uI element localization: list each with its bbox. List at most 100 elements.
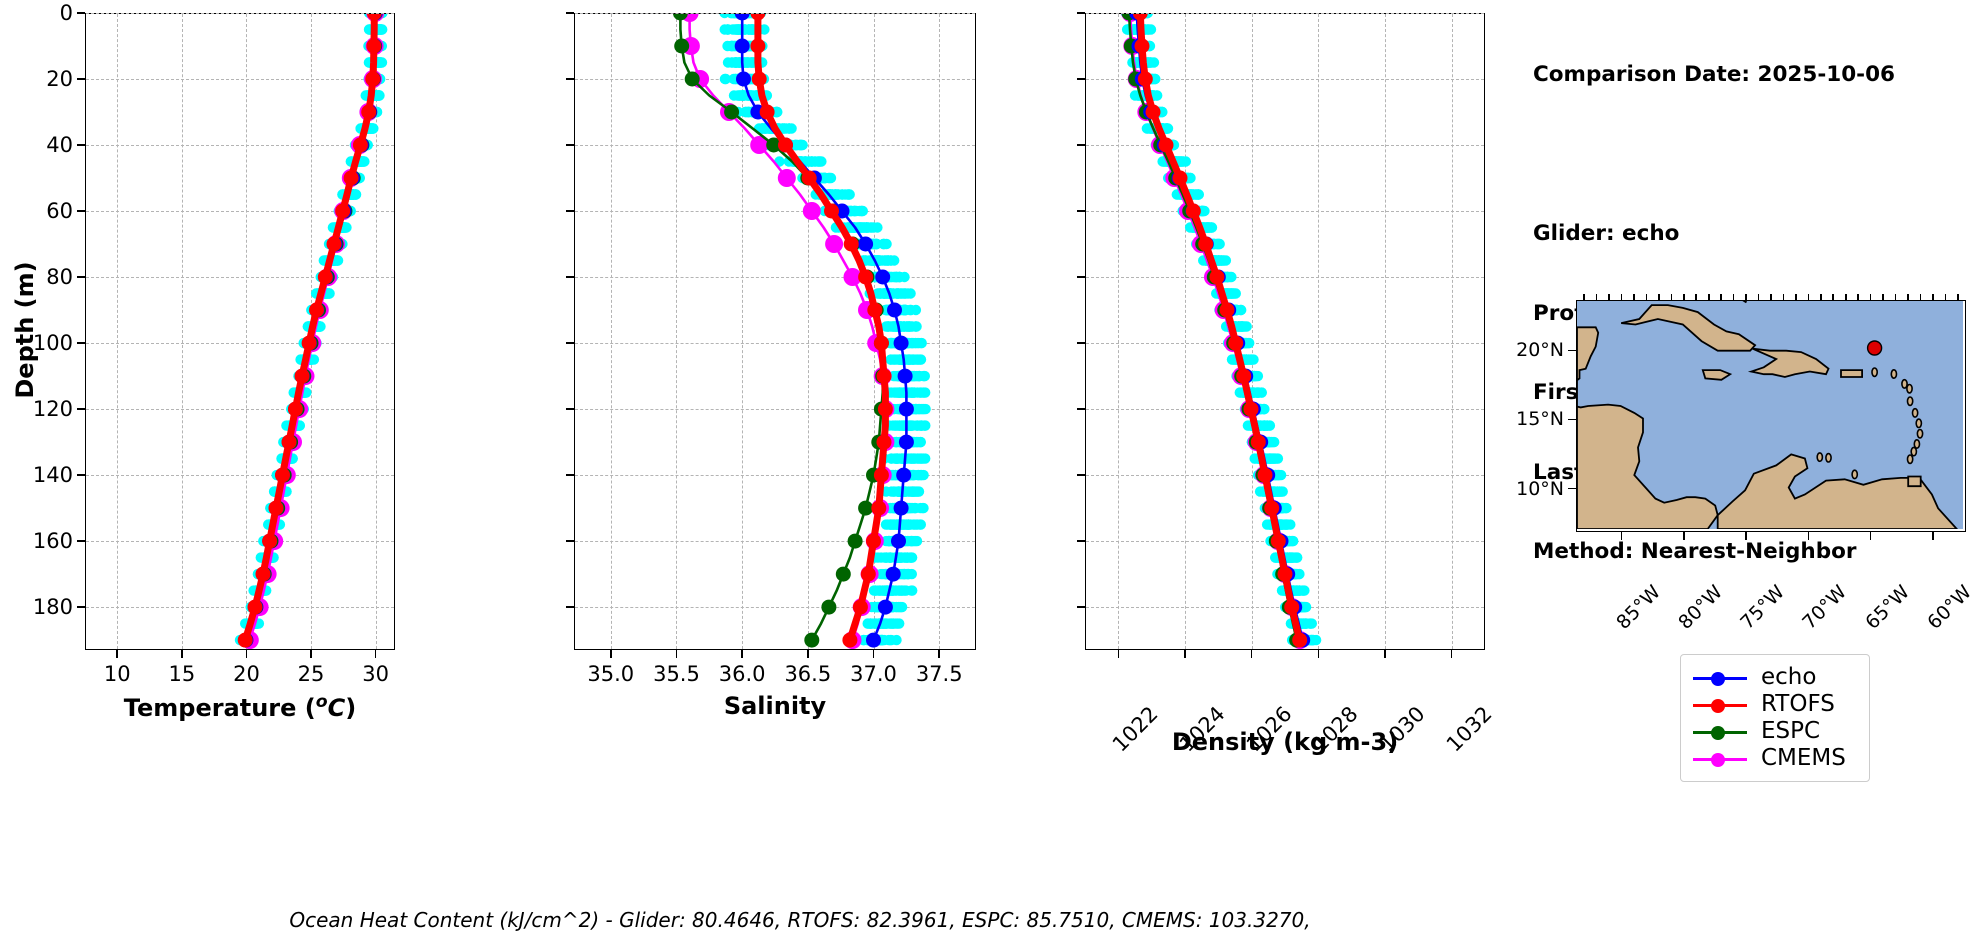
map-land-hispaniola xyxy=(1747,347,1830,378)
series-legend: echo RTOFS ESPC CMEMS xyxy=(1680,654,1870,782)
xtick-temperature-3 xyxy=(310,650,312,658)
yticklabel-2: 40 xyxy=(46,133,73,158)
map-island-0 xyxy=(1871,367,1878,378)
legend-item-echo[interactable]: echo xyxy=(1693,664,1853,691)
plot-panel-temperature xyxy=(85,13,395,650)
legend-item-espc[interactable]: ESPC xyxy=(1693,718,1853,745)
glider-position-marker[interactable] xyxy=(1866,340,1883,356)
xticklabel-temperature-4: 30 xyxy=(362,662,389,686)
map-minor-tick-top xyxy=(1857,294,1859,300)
xaxis-label-density: Density (kg m-3) xyxy=(1171,728,1399,756)
interp-method: Method: Nearest-Neighbor xyxy=(1533,539,1857,564)
xtick-density-1 xyxy=(1184,650,1186,658)
gridline-y-density-0 xyxy=(1086,13,1484,14)
xtick-salinity-5 xyxy=(938,650,940,658)
xtick-density-0 xyxy=(1117,650,1120,658)
legend-item-cmems[interactable]: CMEMS xyxy=(1693,745,1853,772)
gridline-y-salinity-9 xyxy=(575,607,975,609)
ytick-temperature-8 xyxy=(77,540,85,542)
gridline-y-temperature-3 xyxy=(86,211,394,213)
ytick-salinity-3 xyxy=(566,210,574,212)
map-lon-label-5: 60°W xyxy=(1923,581,1976,634)
xticklabel-salinity-2: 36.0 xyxy=(718,662,766,686)
xticklabel-density-5: 1032 xyxy=(1441,701,1497,757)
map-minor-tick-top xyxy=(1894,294,1897,300)
gridline-x-salinity-1 xyxy=(676,14,678,649)
data-layer-salinity xyxy=(672,14,931,649)
gridline-y-temperature-6 xyxy=(86,409,394,411)
ytick-salinity-1 xyxy=(566,78,574,80)
gridline-y-temperature-7 xyxy=(86,475,394,477)
xtick-density-2 xyxy=(1250,650,1253,658)
yticklabel-8: 160 xyxy=(32,529,73,554)
xticklabel-temperature-2: 20 xyxy=(233,662,260,686)
map-minor-tick-top xyxy=(1583,294,1586,300)
map-minor-tick-top xyxy=(1608,294,1610,300)
gridline-x-temperature-0 xyxy=(117,14,119,649)
xtick-density-5 xyxy=(1450,650,1453,658)
ytick-temperature-6 xyxy=(77,408,85,410)
data-layer-temperature xyxy=(234,14,388,649)
map-frame xyxy=(1576,300,1966,532)
map-lon-tick-5 xyxy=(1932,532,1934,540)
ytick-temperature-0 xyxy=(77,12,85,14)
yaxis-label-depth: Depth (m) xyxy=(11,260,39,399)
gridline-y-density-5 xyxy=(1086,343,1484,345)
ytick-temperature-9 xyxy=(77,606,85,608)
gridline-x-density-5 xyxy=(1451,14,1453,649)
ytick-salinity-7 xyxy=(566,474,574,476)
xtick-salinity-4 xyxy=(872,650,875,658)
yticklabel-5: 100 xyxy=(32,331,73,356)
ytick-temperature-2 xyxy=(77,144,85,146)
gridline-x-density-4 xyxy=(1385,14,1386,649)
map-island-4 xyxy=(1906,396,1914,407)
map-lat-label-1: 15°N xyxy=(1516,408,1564,431)
map-lat-tick-2 xyxy=(1568,487,1576,490)
info-spacer xyxy=(1533,142,1895,169)
xtick-temperature-1 xyxy=(181,650,183,658)
map-land-puerto-rico xyxy=(1840,369,1864,378)
series-density-rtofs xyxy=(1132,14,1308,648)
gridline-y-temperature-9 xyxy=(86,607,394,609)
map-canvas xyxy=(1577,301,1963,529)
xticklabel-salinity-3: 36.5 xyxy=(784,662,832,686)
gridline-x-density-3 xyxy=(1318,14,1320,649)
ytick-temperature-7 xyxy=(77,474,85,476)
legend-item-rtofs[interactable]: RTOFS xyxy=(1693,691,1853,718)
legend-swatch-rtofs xyxy=(1693,695,1747,715)
ytick-density-8 xyxy=(1077,540,1085,542)
gridline-x-temperature-1 xyxy=(181,14,183,649)
map-minor-tick-top xyxy=(1707,294,1710,300)
map-island-6 xyxy=(1915,418,1923,429)
gridline-y-temperature-1 xyxy=(86,79,394,80)
ytick-temperature-4 xyxy=(77,276,85,278)
map-island-3 xyxy=(1906,383,1913,394)
ytick-density-2 xyxy=(1077,144,1085,146)
map-minor-tick-top xyxy=(1882,294,1884,300)
map-lon-tick-1 xyxy=(1683,532,1685,540)
gridline-y-temperature-4 xyxy=(86,277,394,279)
legend-label-cmems: CMEMS xyxy=(1761,745,1846,771)
gridline-y-density-3 xyxy=(1086,211,1484,213)
xtick-density-4 xyxy=(1384,650,1386,658)
xticklabel-salinity-0: 35.0 xyxy=(587,662,635,686)
map-minor-tick-top xyxy=(1782,294,1785,300)
map-lat-tick-0 xyxy=(1568,349,1576,352)
map-minor-tick-top xyxy=(1595,294,1598,300)
ytick-temperature-5 xyxy=(77,342,85,344)
yticklabel-6: 120 xyxy=(32,397,73,422)
map-minor-tick-top xyxy=(1832,294,1835,300)
map-island-10 xyxy=(1906,454,1914,465)
ytick-density-3 xyxy=(1077,210,1085,212)
xticklabel-temperature-1: 15 xyxy=(168,662,196,686)
map-minor-tick-top xyxy=(1770,294,1772,300)
ocean-heat-content-caption: Ocean Heat Content (kJ/cm^2) - Glider: 8… xyxy=(289,908,1311,932)
gridline-x-density-2 xyxy=(1251,14,1253,649)
map-minor-tick-top xyxy=(1720,294,1722,300)
gridline-y-temperature-2 xyxy=(86,145,394,147)
gridline-x-temperature-2 xyxy=(246,14,248,649)
map-lon-tick-4 xyxy=(1869,532,1872,540)
ytick-salinity-6 xyxy=(566,408,574,410)
ytick-temperature-1 xyxy=(77,78,85,80)
map-minor-tick-top xyxy=(1757,294,1760,300)
